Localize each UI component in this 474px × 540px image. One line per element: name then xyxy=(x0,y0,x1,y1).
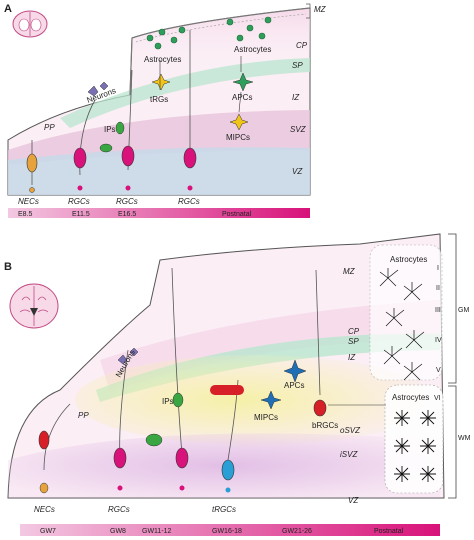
layer-label-vz-b: VZ xyxy=(348,496,359,505)
timeline-b-2: GW11-12 xyxy=(142,528,172,535)
wm-bracket xyxy=(448,385,457,499)
layer-label-cp-b: CP xyxy=(348,327,360,336)
cortical-layer-labels: I II III IV V VI xyxy=(434,265,442,402)
apc-cell-b xyxy=(283,359,307,383)
trgc-cell xyxy=(221,459,235,493)
region-label-gm: GM xyxy=(458,307,469,314)
panel-b-letter: B xyxy=(4,261,12,273)
timeline-a-2: E16.5 xyxy=(118,211,136,218)
timeline-b-1: GW8 xyxy=(110,528,126,535)
zone-label-pp: PP xyxy=(44,123,55,132)
layer-label-isvz: iSVZ xyxy=(340,450,358,459)
label-trgs: tRGs xyxy=(150,95,168,104)
panel-a: A MZ CP SP IZ SVZ VZ PP xyxy=(4,3,327,218)
bottom-label-rgcs-b: RGCs xyxy=(108,505,130,514)
apc-cell xyxy=(232,72,254,92)
cortical-layer-i: I xyxy=(437,265,439,272)
mipc-cell-b xyxy=(260,390,282,410)
zone-label-pp-b: PP xyxy=(78,411,89,420)
human-brain-icon xyxy=(9,283,59,329)
astrocyte-cluster-a1 xyxy=(146,26,186,50)
layer-label-osvz: oSVZ xyxy=(340,426,361,435)
gm-box xyxy=(369,244,443,381)
layer-label-mz-b: MZ xyxy=(343,267,356,276)
timeline-a-3: Postnatal xyxy=(222,211,252,218)
radial-fibers-b xyxy=(43,267,321,471)
sp-band xyxy=(60,58,310,128)
layer-label-sp: SP xyxy=(292,61,303,70)
timeline-a-1: E11.5 xyxy=(72,211,90,218)
layer-label-iz: IZ xyxy=(292,93,300,102)
rgc-cell xyxy=(26,153,38,193)
layer-label-vz: VZ xyxy=(292,167,303,176)
cortical-layer-vi: VI xyxy=(434,395,441,402)
neuron-cell-b xyxy=(117,347,139,365)
gm-bracket xyxy=(448,233,457,384)
layer-label-sp-b: SP xyxy=(348,337,359,346)
rgc-cell-b xyxy=(113,447,127,491)
label-astrocytes-wm: Astrocytes xyxy=(392,393,429,402)
timeline-b-5: Postnatal xyxy=(374,528,404,535)
label-apcs-a: APCs xyxy=(232,93,252,102)
bottom-label-necs-b: NECs xyxy=(34,505,55,514)
layer-label-svz: SVZ xyxy=(290,125,307,134)
astrocyte-cluster-gm xyxy=(379,268,425,381)
label-astrocytes-a2: Astrocytes xyxy=(234,45,271,54)
layer-label-mz: MZ xyxy=(314,5,327,14)
bottom-label-trgcs: tRGCs xyxy=(212,505,236,514)
label-brgcs: bRGCs xyxy=(312,421,338,430)
cortical-layer-iv: IV xyxy=(435,337,442,344)
blood-vessel xyxy=(210,385,244,395)
timeline-a xyxy=(8,208,310,218)
bottom-label-rgcs-a3: RGCs xyxy=(178,197,200,206)
timeline-b xyxy=(20,524,440,536)
layer-label-cp: CP xyxy=(296,41,308,50)
rgc-cell xyxy=(121,145,135,191)
wm-box xyxy=(384,384,444,494)
rgc-cell xyxy=(183,147,197,191)
brgc-cell xyxy=(313,399,327,417)
timeline-b-3: GW16-18 xyxy=(212,528,242,535)
label-mipcs-a: MIPCs xyxy=(226,133,250,142)
bottom-label-rgcs-a2: RGCs xyxy=(116,197,138,206)
astrocyte-cluster-wm xyxy=(394,410,436,482)
cortical-layer-ii: II xyxy=(436,285,440,292)
region-label-wm: WM xyxy=(458,435,471,442)
iz-band-b xyxy=(75,355,435,445)
trg-cell xyxy=(151,73,171,91)
bottom-label-necs-a: NECs xyxy=(18,197,39,206)
label-ips-b: IPs xyxy=(162,397,174,406)
panel-b: B MZ CP SP IZ oSVZ iSVZ VZ PP I xyxy=(4,233,471,536)
panel-b-tissue xyxy=(7,233,445,499)
sp-band-b xyxy=(96,333,440,402)
label-mipcs-b: MIPCs xyxy=(254,413,278,422)
timeline-b-0: GW7 xyxy=(40,528,56,535)
layer-label-iz-b: IZ xyxy=(348,353,356,362)
cortical-layer-v: V xyxy=(436,367,441,374)
mouse-brain-icon xyxy=(12,10,48,38)
astrocyte-cluster-a2 xyxy=(226,16,272,42)
timeline-b-4: GW21-26 xyxy=(282,528,312,535)
label-astrocytes-gm: Astrocytes xyxy=(390,255,427,264)
rgc-cell-b xyxy=(175,447,189,491)
timeline-a-0: E8.5 xyxy=(18,211,33,218)
cortical-layer-iii: III xyxy=(435,307,441,314)
label-ips-a: IPs xyxy=(104,125,116,134)
panel-a-letter: A xyxy=(4,3,12,15)
mipc-cell xyxy=(229,113,249,131)
rgc-cell xyxy=(73,147,87,191)
bottom-label-rgcs-a1: RGCs xyxy=(68,197,90,206)
label-apcs-b: APCs xyxy=(284,381,304,390)
ip-cell xyxy=(99,121,125,153)
ip-cell-b xyxy=(145,392,184,447)
nec-cell xyxy=(38,430,50,494)
neuron-cell xyxy=(87,81,109,97)
label-astrocytes-a1: Astrocytes xyxy=(144,55,181,64)
